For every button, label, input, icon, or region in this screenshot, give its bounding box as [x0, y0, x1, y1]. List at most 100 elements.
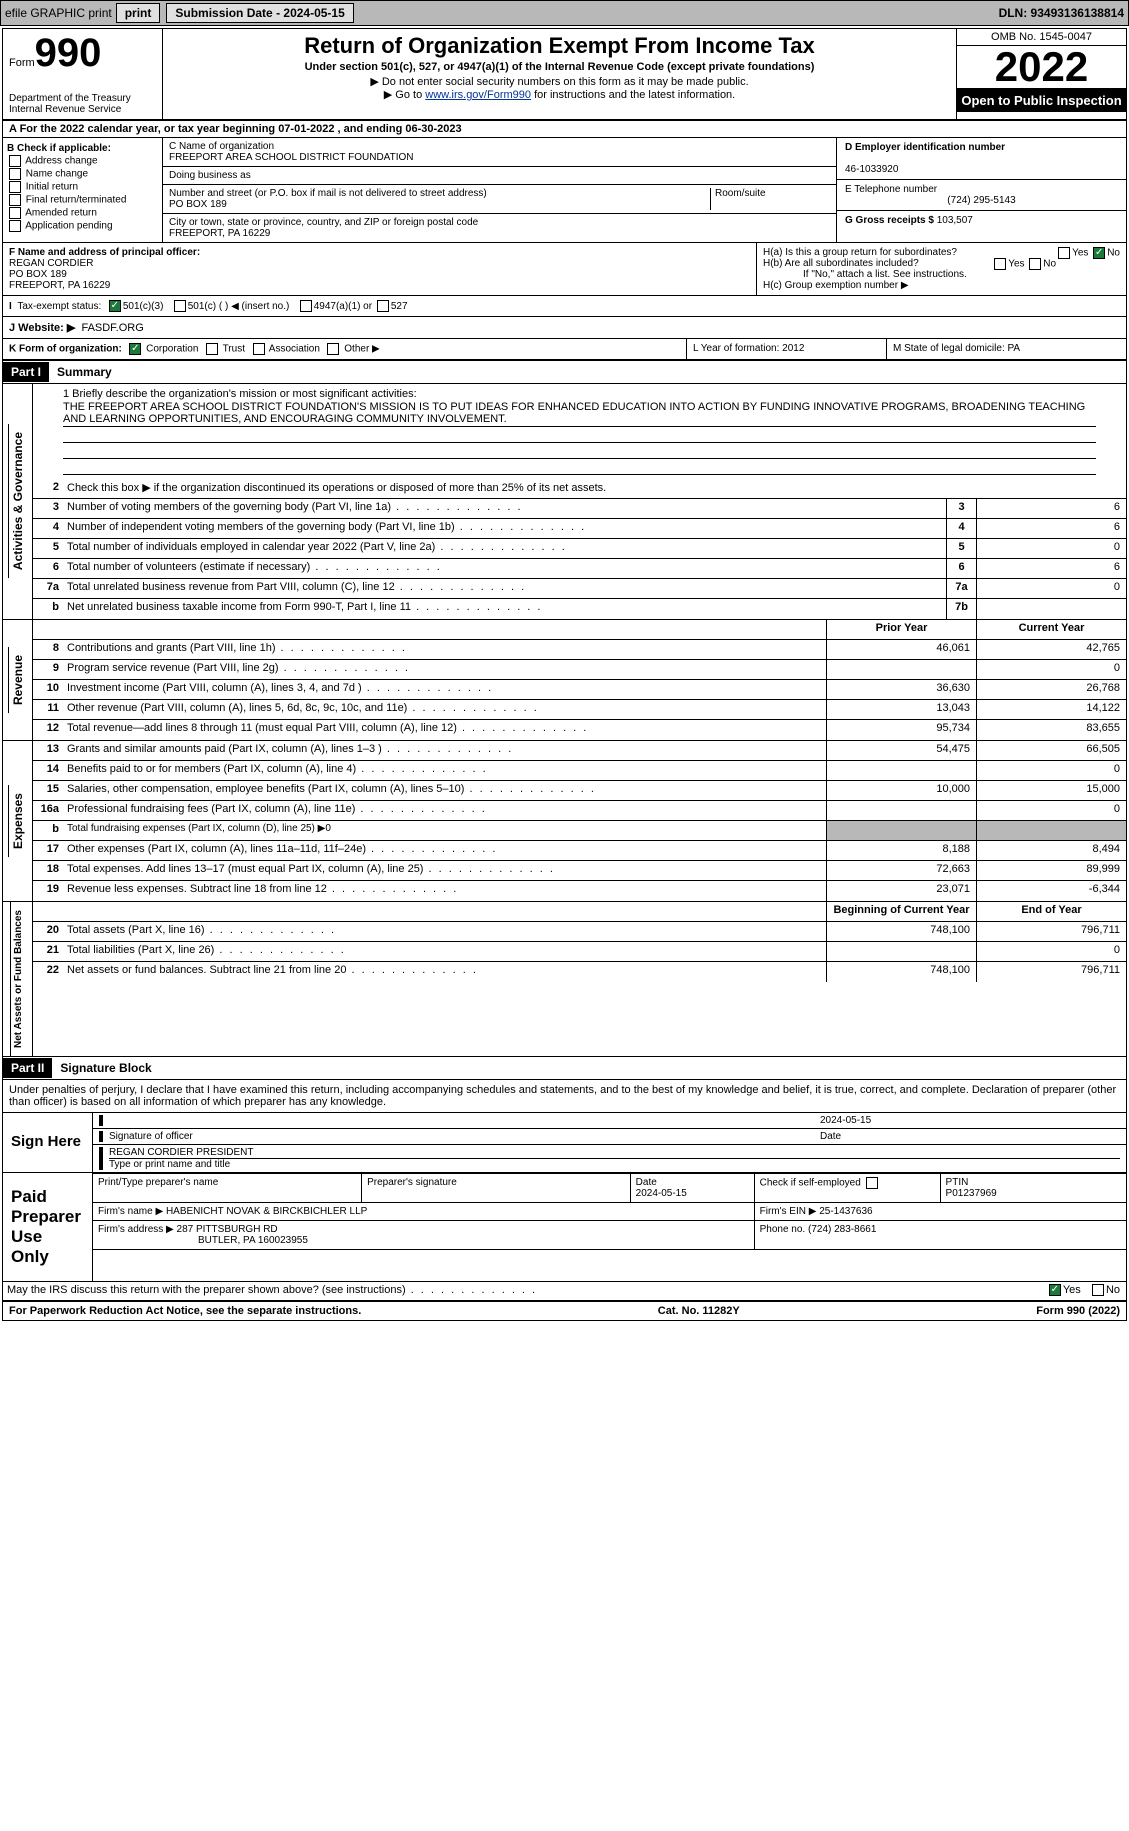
top-toolbar: efile GRAPHIC print print Submission Dat… — [0, 0, 1129, 26]
gov-line-b: bNet unrelated business taxable income f… — [33, 599, 1126, 619]
firm-addr2: BUTLER, PA 160023955 — [98, 1235, 308, 1246]
activities-governance: Activities & Governance 1 Briefly descri… — [3, 384, 1126, 620]
subtitle-1: Under section 501(c), 527, or 4947(a)(1)… — [167, 61, 952, 73]
col-c: C Name of organizationFREEPORT AREA SCHO… — [163, 138, 836, 242]
row-k: K Form of organization: Corporation Trus… — [3, 339, 1126, 361]
row-fh: F Name and address of principal officer:… — [3, 243, 1126, 296]
city: FREEPORT, PA 16229 — [169, 228, 270, 239]
subtitle-3: ▶ Go to www.irs.gov/Form990 for instruct… — [167, 88, 952, 101]
discuss-row: May the IRS discuss this return with the… — [3, 1282, 1126, 1302]
gov-line-5: 5Total number of individuals employed in… — [33, 539, 1126, 559]
firm-name: HABENICHT NOVAK & BIRCKBICHLER LLP — [166, 1206, 367, 1217]
ein: 46-1033920 — [845, 164, 898, 175]
hb-no[interactable] — [1029, 258, 1041, 270]
part1-header: Part I Summary — [3, 361, 1126, 384]
tax-year: 2022 — [957, 46, 1126, 89]
discuss-yes[interactable] — [1049, 1284, 1061, 1296]
cb-name[interactable] — [9, 168, 21, 180]
ha-yes[interactable] — [1058, 247, 1070, 259]
discuss-no[interactable] — [1092, 1284, 1104, 1296]
part2-header: Part II Signature Block — [3, 1057, 1126, 1080]
cb-other[interactable] — [327, 343, 339, 355]
preparer-table: Print/Type preparer's name Preparer's si… — [93, 1173, 1126, 1250]
col-d: D Employer identification number46-10339… — [836, 138, 1126, 242]
form-word: Form — [9, 57, 35, 69]
page-footer: For Paperwork Reduction Act Notice, see … — [3, 1302, 1126, 1320]
gov-line-4: 4Number of independent voting members of… — [33, 519, 1126, 539]
line-14: 14Benefits paid to or for members (Part … — [33, 761, 1126, 781]
row-j: J Website: ▶ FASDF.ORG — [3, 317, 1126, 339]
website: FASDF.ORG — [81, 322, 143, 334]
open-inspection: Open to Public Inspection — [957, 89, 1126, 112]
net-assets-section: Net Assets or Fund Balances Beginning of… — [3, 902, 1126, 1057]
cb-amended[interactable] — [9, 207, 21, 219]
ha-no[interactable] — [1093, 247, 1105, 259]
form-title: Return of Organization Exempt From Incom… — [167, 33, 952, 59]
line-18: 18Total expenses. Add lines 13–17 (must … — [33, 861, 1126, 881]
gov-line-3: 3Number of voting members of the governi… — [33, 499, 1126, 519]
mission-label: 1 Briefly describe the organization's mi… — [63, 388, 1096, 400]
mission-text: THE FREEPORT AREA SCHOOL DISTRICT FOUNDA… — [63, 400, 1096, 427]
col-b: B Check if applicable: Address change Na… — [3, 138, 163, 242]
firm-ein: 25-1437636 — [819, 1206, 872, 1217]
line-20: 20Total assets (Part X, line 16)748,1007… — [33, 922, 1126, 942]
line-13: 13Grants and similar amounts paid (Part … — [33, 741, 1126, 761]
dln-label: DLN: 93493136138814 — [999, 6, 1124, 20]
expenses-section: Expenses 13Grants and similar amounts pa… — [3, 741, 1126, 902]
cb-501c3[interactable] — [109, 300, 121, 312]
cb-final[interactable] — [9, 194, 21, 206]
sign-here-block: Sign Here 2024-05-15 Signature of office… — [3, 1113, 1126, 1173]
form-number: 990 — [35, 31, 102, 75]
cb-527[interactable] — [377, 300, 389, 312]
cb-initial[interactable] — [9, 181, 21, 193]
line-10: 10Investment income (Part VIII, column (… — [33, 680, 1126, 700]
cb-501c[interactable] — [174, 300, 186, 312]
firm-phone: (724) 283-8661 — [808, 1224, 876, 1235]
line-8: 8Contributions and grants (Part VIII, li… — [33, 640, 1126, 660]
officer-addr: PO BOX 189 FREEPORT, PA 16229 — [9, 269, 110, 291]
line-11: 11Other revenue (Part VIII, column (A), … — [33, 700, 1126, 720]
officer-sig-name: REGAN CORDIER PRESIDENT — [109, 1147, 1120, 1158]
row-a: A For the 2022 calendar year, or tax yea… — [3, 121, 1126, 138]
cb-4947[interactable] — [300, 300, 312, 312]
line-12: 12Total revenue—add lines 8 through 11 (… — [33, 720, 1126, 740]
dept-label: Department of the Treasury Internal Reve… — [9, 93, 156, 115]
line-15: 15Salaries, other compensation, employee… — [33, 781, 1126, 801]
submission-button[interactable]: Submission Date - 2024-05-15 — [166, 3, 353, 23]
state-domicile: M State of legal domicile: PA — [886, 339, 1126, 359]
cb-address[interactable] — [9, 155, 21, 167]
subtitle-2: ▶ Do not enter social security numbers o… — [167, 75, 952, 88]
gov-line-6: 6Total number of volunteers (estimate if… — [33, 559, 1126, 579]
line-16a: 16aProfessional fundraising fees (Part I… — [33, 801, 1126, 821]
org-name: FREEPORT AREA SCHOOL DISTRICT FOUNDATION — [169, 152, 413, 163]
line-17: 17Other expenses (Part IX, column (A), l… — [33, 841, 1126, 861]
row-i: I Tax-exempt status: 501(c)(3) 501(c) ( … — [3, 296, 1126, 317]
line-19: 19Revenue less expenses. Subtract line 1… — [33, 881, 1126, 901]
sig-intro: Under penalties of perjury, I declare th… — [3, 1080, 1126, 1113]
line-b: bTotal fundraising expenses (Part IX, co… — [33, 821, 1126, 841]
street: PO BOX 189 — [169, 199, 227, 210]
hb-yes[interactable] — [994, 258, 1006, 270]
sig-date: 2024-05-15 — [820, 1115, 1120, 1126]
line-9: 9Program service revenue (Part VIII, lin… — [33, 660, 1126, 680]
form-page: Form990 Department of the Treasury Inter… — [2, 28, 1127, 1321]
form-header: Form990 Department of the Treasury Inter… — [3, 29, 1126, 121]
irs-link[interactable]: www.irs.gov/Form990 — [425, 89, 531, 101]
phone: (724) 295-5143 — [845, 195, 1118, 206]
ptin: P01237969 — [946, 1188, 997, 1199]
line-21: 21Total liabilities (Part X, line 26)0 — [33, 942, 1126, 962]
gross-receipts: 103,507 — [937, 215, 973, 226]
year-formation: L Year of formation: 2012 — [686, 339, 886, 359]
revenue-section: Revenue Prior YearCurrent Year 8Contribu… — [3, 620, 1126, 741]
efile-label: efile GRAPHIC print — [5, 6, 112, 20]
officer-name: REGAN CORDIER — [9, 258, 93, 269]
cb-corp[interactable] — [129, 343, 141, 355]
cb-self-emp[interactable] — [866, 1177, 878, 1189]
paid-preparer-block: Paid Preparer Use Only Print/Type prepar… — [3, 1173, 1126, 1282]
cb-assoc[interactable] — [253, 343, 265, 355]
cb-pending[interactable] — [9, 220, 21, 232]
cb-trust[interactable] — [206, 343, 218, 355]
line-22: 22Net assets or fund balances. Subtract … — [33, 962, 1126, 982]
gov-line-7a: 7aTotal unrelated business revenue from … — [33, 579, 1126, 599]
print-button[interactable]: print — [116, 3, 161, 23]
